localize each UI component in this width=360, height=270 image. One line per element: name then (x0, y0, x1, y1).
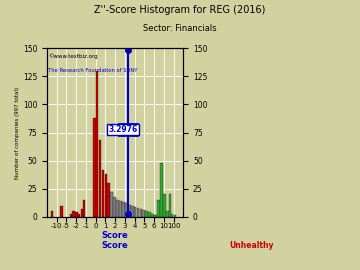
Text: Unhealthy: Unhealthy (229, 241, 274, 249)
Bar (72, 211, 75, 217)
Bar (60, 206, 63, 217)
Bar (113, 197, 116, 217)
Bar (174, 215, 176, 217)
Bar (137, 208, 139, 217)
Bar (143, 210, 145, 217)
Bar (131, 206, 134, 217)
Bar (151, 214, 154, 217)
Text: 3.2976: 3.2976 (108, 125, 138, 134)
Bar (93, 118, 95, 217)
Y-axis label: Number of companies (997 total): Number of companies (997 total) (15, 86, 20, 179)
Bar (107, 183, 110, 217)
Bar (140, 209, 142, 217)
Bar (102, 170, 104, 217)
Bar (111, 192, 113, 217)
Bar (119, 201, 122, 217)
Bar (104, 174, 107, 217)
Bar (70, 214, 73, 217)
Bar (166, 211, 168, 217)
Bar (116, 200, 119, 217)
Bar (171, 214, 174, 217)
Bar (148, 212, 151, 217)
Bar (122, 202, 125, 217)
Bar (81, 209, 84, 217)
Bar (163, 194, 166, 217)
Bar (78, 214, 81, 217)
Text: Z''-Score Histogram for REG (2016): Z''-Score Histogram for REG (2016) (94, 5, 266, 15)
Text: Score: Score (102, 241, 129, 249)
Bar (160, 163, 163, 217)
Bar (99, 140, 102, 217)
Text: ©www.textbiz.org: ©www.textbiz.org (48, 53, 98, 59)
Bar (50, 211, 53, 217)
Bar (125, 203, 128, 217)
Bar (82, 200, 85, 217)
Text: The Research Foundation of SUNY: The Research Foundation of SUNY (48, 68, 138, 73)
Bar (96, 71, 99, 217)
Bar (154, 215, 157, 217)
Text: Sector: Financials: Sector: Financials (143, 24, 217, 33)
Bar (169, 194, 171, 217)
Bar (157, 200, 160, 217)
Bar (128, 204, 131, 217)
Bar (134, 207, 136, 217)
Bar (75, 212, 77, 217)
X-axis label: Score: Score (102, 231, 129, 239)
Bar (145, 211, 148, 217)
